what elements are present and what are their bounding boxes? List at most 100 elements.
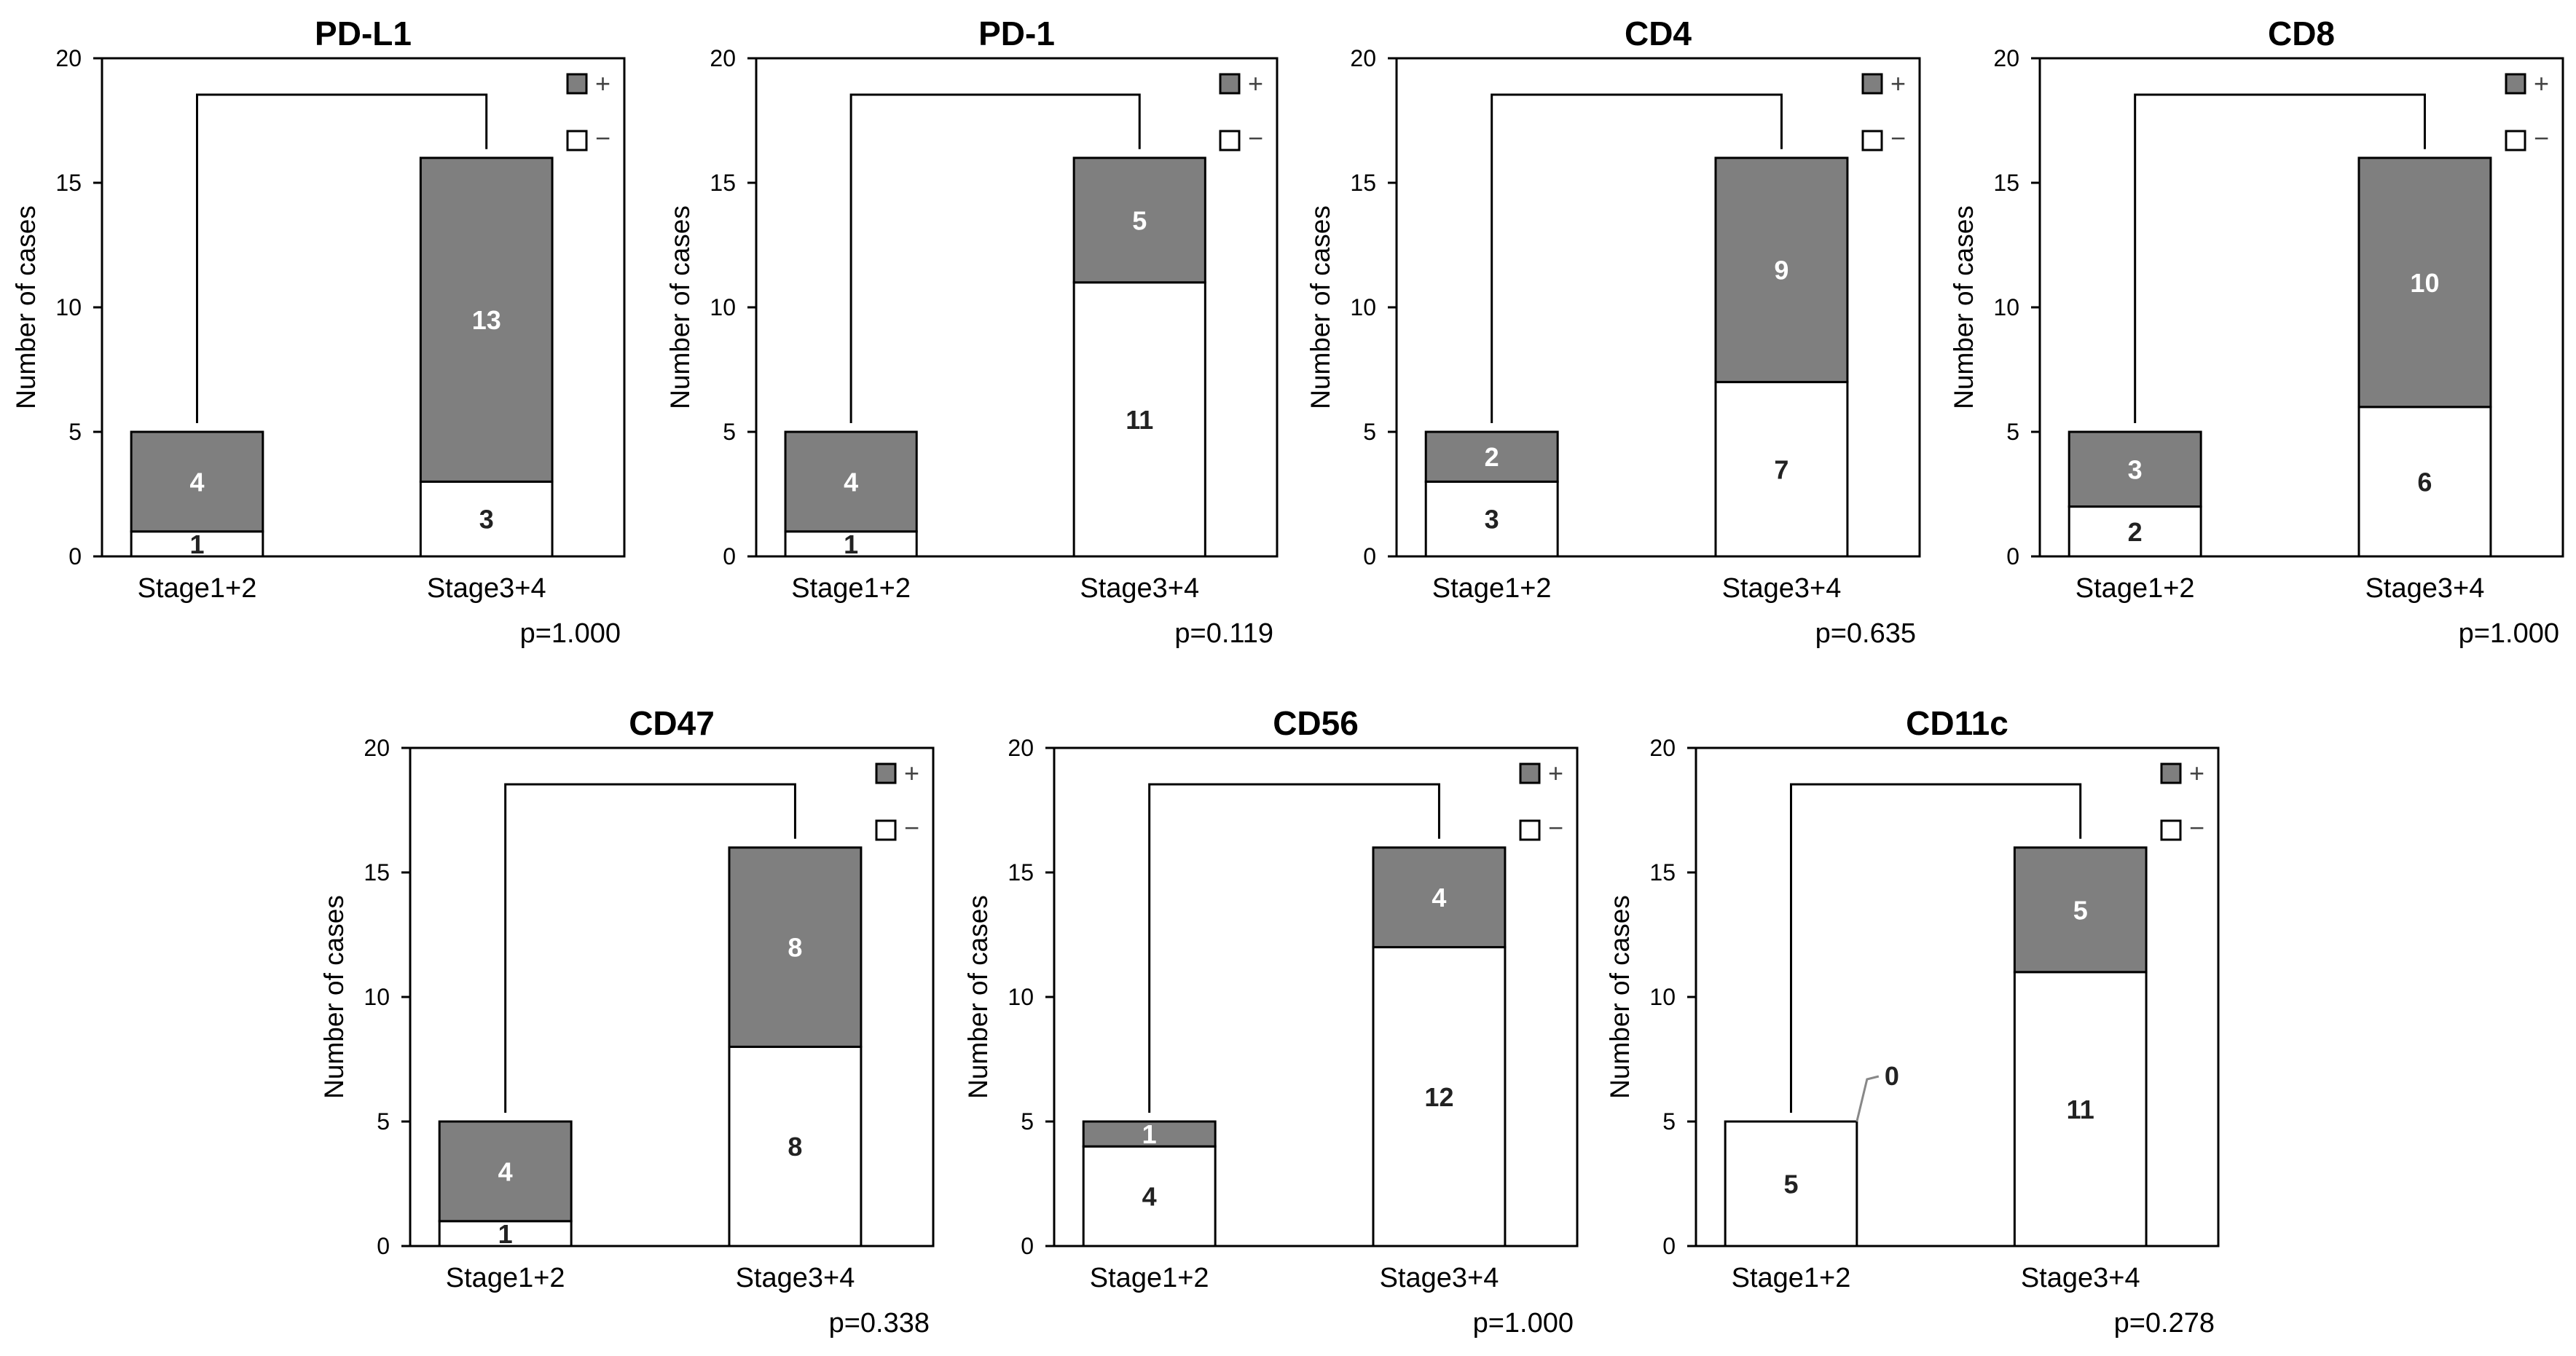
data-label-positive: 3 — [2128, 454, 2143, 484]
y-tick-label: 10 — [1350, 294, 1376, 320]
y-tick-label: 0 — [723, 543, 736, 569]
y-tick-label: 20 — [1350, 45, 1376, 71]
data-label-negative: 6 — [2417, 467, 2432, 497]
y-axis-label: Number of cases — [319, 895, 349, 1099]
legend-swatch-positive — [1519, 762, 1541, 784]
x-category-label: Stage1+2 — [446, 1263, 565, 1293]
legend-label-negative: − — [1248, 123, 1263, 153]
chart-title: PD-1 — [978, 15, 1055, 52]
y-axis-label: Number of cases — [963, 895, 993, 1099]
bar-negative-1 — [2357, 406, 2492, 558]
y-tick-label: 10 — [710, 294, 736, 320]
bar-negative-1 — [728, 1045, 863, 1247]
y-tick-label: 20 — [1008, 735, 1034, 761]
chart-panel-cd8: CD8 0 5 10 15 20 Number of cases 2 3 Stage1+2 6 10 S… — [1949, 15, 2564, 649]
y-tick-label: 0 — [1363, 543, 1376, 569]
data-label-negative: 8 — [788, 1132, 802, 1162]
comparison-bracket — [2134, 93, 2426, 423]
x-category-label: Stage3+4 — [2365, 573, 2485, 604]
chart-title: CD8 — [2268, 15, 2335, 52]
legend-label-negative: − — [2189, 813, 2204, 843]
legend-label-negative: − — [595, 123, 610, 153]
legend-swatch-negative — [875, 819, 897, 841]
y-axis-label: Number of cases — [665, 205, 695, 409]
data-label-positive: 4 — [1432, 883, 1446, 912]
chart-panel-cd56: CD56 0 5 10 15 20 Number of cases 4 1 Stage1+2 12 4… — [963, 704, 1579, 1339]
y-tick-label: 10 — [1649, 984, 1676, 1010]
bar-positive-1 — [419, 157, 554, 483]
data-label-negative: 7 — [1774, 454, 1788, 484]
y-tick-label: 5 — [377, 1108, 390, 1135]
data-label-positive: 4 — [189, 467, 204, 497]
y-tick-label: 0 — [2006, 543, 2019, 569]
legend-swatch-positive — [2505, 73, 2526, 95]
comparison-bracket — [1148, 783, 1440, 1113]
x-category-label: Stage1+2 — [1432, 573, 1552, 604]
chart-panel-pd-l1: PD-L1 0 5 10 15 20 Number of cases 1 4 Stage1+2 3 1… — [11, 15, 626, 649]
y-tick-label: 10 — [1008, 984, 1034, 1010]
data-label-positive: 2 — [1485, 442, 1499, 472]
comparison-bracket — [195, 93, 488, 423]
chart-panel-cd11c: CD11c 0 5 10 15 20 Number of cases 5 0 Stage1+2 11… — [1605, 704, 2220, 1339]
y-axis-label: Number of cases — [1605, 895, 1635, 1099]
legend-label-negative: − — [2534, 123, 2549, 153]
data-label-positive: 0 — [1885, 1061, 1899, 1091]
y-tick-label: 5 — [2006, 419, 2019, 445]
bar-positive-0 — [130, 430, 264, 533]
legend-swatch-negative — [566, 130, 588, 151]
chart-panel-cd47: CD47 0 5 10 15 20 Number of cases 1 4 Stage1+2 8 8 S… — [319, 704, 935, 1339]
y-tick-label: 0 — [1021, 1233, 1034, 1259]
comparison-bracket — [504, 783, 796, 1113]
x-category-label: Stage3+4 — [2021, 1263, 2140, 1293]
data-label-negative: 3 — [1485, 505, 1499, 535]
comparison-bracket — [849, 93, 1141, 423]
x-category-label: Stage3+4 — [1722, 573, 1842, 604]
legend-swatch-negative — [2160, 819, 2182, 841]
legend-label-positive: + — [2534, 68, 2549, 98]
y-axis-label: Number of cases — [1305, 205, 1335, 409]
x-category-label: Stage3+4 — [427, 573, 546, 604]
y-tick-label: 20 — [364, 735, 390, 761]
y-axis-label: Number of cases — [11, 205, 41, 409]
legend-label-negative: − — [1548, 813, 1563, 843]
data-label-positive: 10 — [2410, 268, 2439, 298]
legend-label-positive: + — [1248, 68, 1263, 98]
x-category-label: Stage3+4 — [1380, 1263, 1499, 1293]
chart-title: CD47 — [629, 704, 715, 742]
y-tick-label: 15 — [55, 170, 82, 196]
y-tick-label: 20 — [1993, 45, 2019, 71]
x-category-label: Stage1+2 — [138, 573, 257, 604]
bar-negative-0 — [1082, 1145, 1217, 1247]
data-label-negative: 2 — [2128, 517, 2143, 547]
legend-swatch-positive — [2160, 762, 2182, 784]
legend-swatch-negative — [1861, 130, 1883, 151]
data-label-positive: 5 — [2073, 895, 2088, 925]
y-tick-label: 15 — [1993, 170, 2019, 196]
data-label-negative: 12 — [1424, 1082, 1453, 1112]
x-category-label: Stage3+4 — [736, 1263, 855, 1293]
y-tick-label: 15 — [1008, 859, 1034, 886]
bar-positive-0 — [784, 430, 918, 533]
chart-title: PD-L1 — [315, 15, 412, 52]
chart-title: CD4 — [1625, 15, 1692, 52]
data-label-negative: 1 — [189, 529, 204, 559]
chart-title: CD11c — [1906, 704, 2008, 742]
legend-swatch-positive — [1861, 73, 1883, 95]
data-label-positive: 5 — [1132, 205, 1147, 235]
y-tick-label: 10 — [55, 294, 82, 320]
bar-positive-1 — [1714, 157, 1849, 384]
y-tick-label: 5 — [1021, 1108, 1034, 1135]
bar-positive-1 — [2013, 846, 2148, 974]
p-value: p=1.000 — [1473, 1308, 1574, 1339]
data-label-negative: 1 — [498, 1219, 513, 1249]
chart-title: CD56 — [1273, 704, 1359, 742]
chart-panel-cd4: CD4 0 5 10 15 20 Number of cases 3 2 Stage1+2 7 9 St… — [1305, 15, 1921, 649]
bar-positive-1 — [2357, 157, 2492, 409]
legend-swatch-positive — [1219, 73, 1241, 95]
legend-label-positive: + — [2189, 758, 2204, 788]
data-label-positive: 8 — [788, 933, 802, 963]
x-category-label: Stage1+2 — [2076, 573, 2195, 604]
bar-negative-1 — [2013, 971, 2148, 1247]
y-tick-label: 15 — [1649, 859, 1676, 886]
